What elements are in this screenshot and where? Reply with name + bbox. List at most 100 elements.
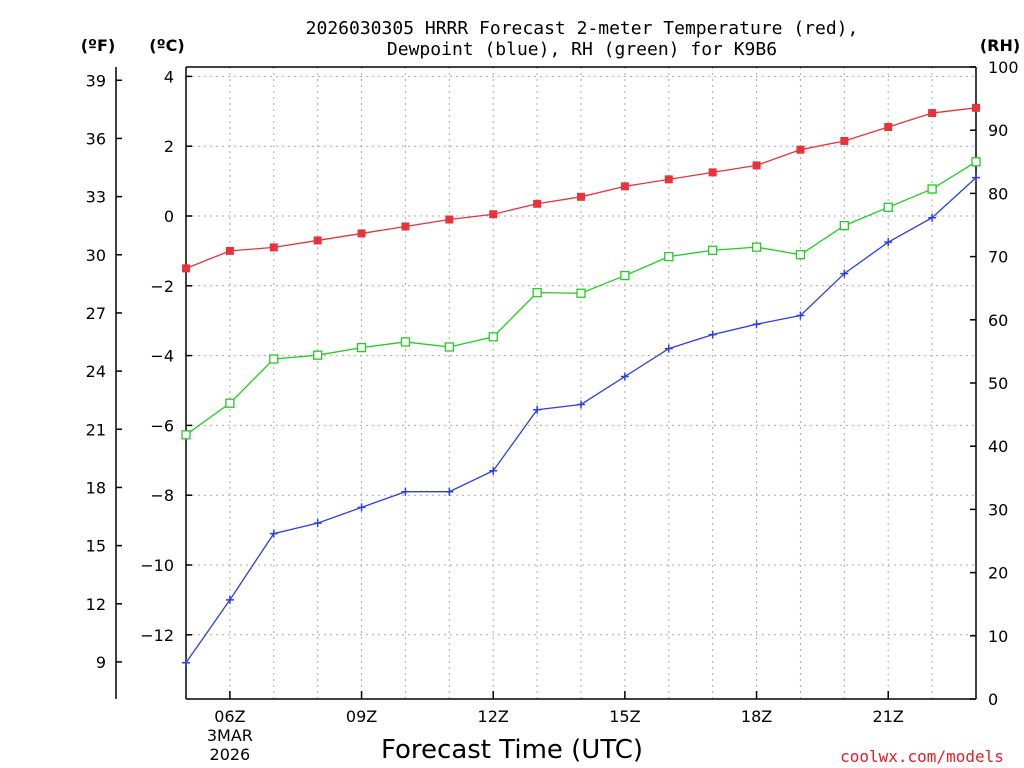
rh-point (225, 398, 235, 408)
temperature-point (928, 109, 937, 118)
rh-point (927, 184, 937, 194)
x-tick-year: 2026 (210, 745, 251, 764)
celsius-tick-label: 0 (164, 207, 174, 226)
temperature-point (182, 264, 190, 273)
rh-point (269, 354, 279, 364)
fahrenheit-tick-label: 21 (86, 420, 106, 439)
rh-tick-label: 0 (988, 690, 998, 709)
celsius-tick-label: −6 (150, 416, 174, 435)
celsius-tick-label: 2 (164, 137, 174, 156)
temperature-point (620, 182, 629, 191)
dewpoint-point (796, 311, 805, 320)
fahrenheit-unit-label: (ºF) (81, 36, 116, 55)
celsius-tick-label: −2 (150, 277, 174, 296)
dewpoint-point (401, 487, 410, 496)
temperature-point (884, 123, 893, 132)
data-series (181, 103, 981, 667)
dewpoint-point (972, 173, 980, 182)
x-tick-label: 15Z (609, 707, 640, 726)
rh-point (971, 157, 981, 167)
x-tick-label: 09Z (346, 707, 377, 726)
x-tick-label: 18Z (741, 707, 772, 726)
dewpoint-point (928, 213, 937, 222)
temperature-point (752, 161, 761, 170)
dewpoint-point (445, 487, 454, 496)
dewpoint-point (357, 503, 366, 512)
celsius-tick-label: −4 (150, 347, 174, 366)
fahrenheit-tick-label: 33 (86, 188, 106, 207)
temperature-point (269, 243, 278, 252)
x-tick-label: 06Z (214, 707, 245, 726)
dewpoint-point (182, 658, 190, 667)
rh-point (620, 270, 630, 281)
rh-point (532, 287, 542, 298)
rh-tick-label: 90 (988, 121, 1008, 140)
rh-point (488, 332, 498, 342)
celsius-tick-label: −8 (150, 486, 174, 505)
x-tick-label: 12Z (478, 707, 509, 726)
fahrenheit-tick-label: 9 (96, 653, 106, 672)
temperature-point (401, 222, 410, 231)
dewpoint-point (752, 320, 761, 329)
rh-line (185, 161, 977, 436)
fahrenheit-tick-label: 27 (86, 304, 106, 323)
rh-point (444, 342, 454, 352)
chart-title-line1: 2026030305 HRRR Forecast 2-meter Tempera… (306, 18, 859, 39)
rh-tick-label: 60 (988, 311, 1008, 330)
temperature-point (445, 215, 454, 224)
rh-tick-label: 50 (988, 374, 1008, 393)
rh-tick-label: 40 (988, 437, 1008, 456)
rh-point (181, 430, 191, 440)
rh-tick-label: 70 (988, 248, 1008, 267)
dewpoint-point (533, 405, 542, 414)
fahrenheit-tick-label: 15 (86, 537, 106, 556)
temperature-point (840, 136, 849, 145)
dewpoint-point (620, 372, 629, 381)
temperature-point (313, 236, 322, 245)
celsius-tick-label: −12 (140, 626, 174, 645)
chart-title-line2: Dewpoint (blue), RH (green) for K9B6 (387, 39, 777, 60)
tick-labels: 393633302724211815129420−2−4−6−8−10−1210… (86, 58, 1019, 764)
temperature-point (225, 246, 234, 255)
rh-tick-label: 30 (988, 500, 1008, 519)
rh-point (708, 245, 718, 255)
rh-tick-label: 10 (988, 627, 1008, 646)
dewpoint-point (489, 466, 498, 475)
credit-text: coolwx.com/models (840, 747, 1004, 766)
celsius-tick-label: −10 (140, 556, 174, 575)
x-tick-label: 21Z (873, 707, 904, 726)
rh-point (751, 242, 762, 252)
axes (115, 66, 977, 700)
temperature-point (489, 210, 498, 219)
fahrenheit-tick-label: 24 (86, 362, 106, 381)
rh-point (795, 250, 806, 260)
rh-tick-label: 80 (988, 184, 1008, 203)
rh-unit-label: (RH) (980, 36, 1020, 55)
fahrenheit-tick-label: 12 (86, 595, 106, 614)
rh-tick-label: 20 (988, 564, 1008, 583)
x-axis-title: Forecast Time (UTC) (381, 735, 643, 765)
dewpoint-point (313, 519, 322, 528)
dewpoint-point (664, 344, 673, 353)
dewpoint-point (884, 238, 893, 247)
rh-point (576, 288, 586, 298)
temperature-point (972, 103, 980, 112)
rh-point (839, 220, 849, 231)
dewpoint-point (225, 595, 234, 604)
temperature-point (577, 192, 585, 201)
dewpoint-point (840, 269, 849, 278)
rh-point (664, 251, 674, 262)
rh-point (356, 342, 367, 353)
x-tick-date: 3MAR (207, 726, 253, 745)
temperature-point (533, 199, 542, 208)
grid-lines (186, 67, 976, 699)
rh-point (400, 337, 411, 347)
celsius-tick-label: 4 (164, 67, 174, 86)
dewpoint-point (708, 330, 717, 339)
dewpoint-point (577, 400, 585, 409)
fahrenheit-tick-label: 18 (86, 478, 106, 497)
fahrenheit-tick-label: 36 (86, 129, 106, 148)
rh-point (313, 350, 323, 360)
temperature-point (796, 145, 805, 154)
